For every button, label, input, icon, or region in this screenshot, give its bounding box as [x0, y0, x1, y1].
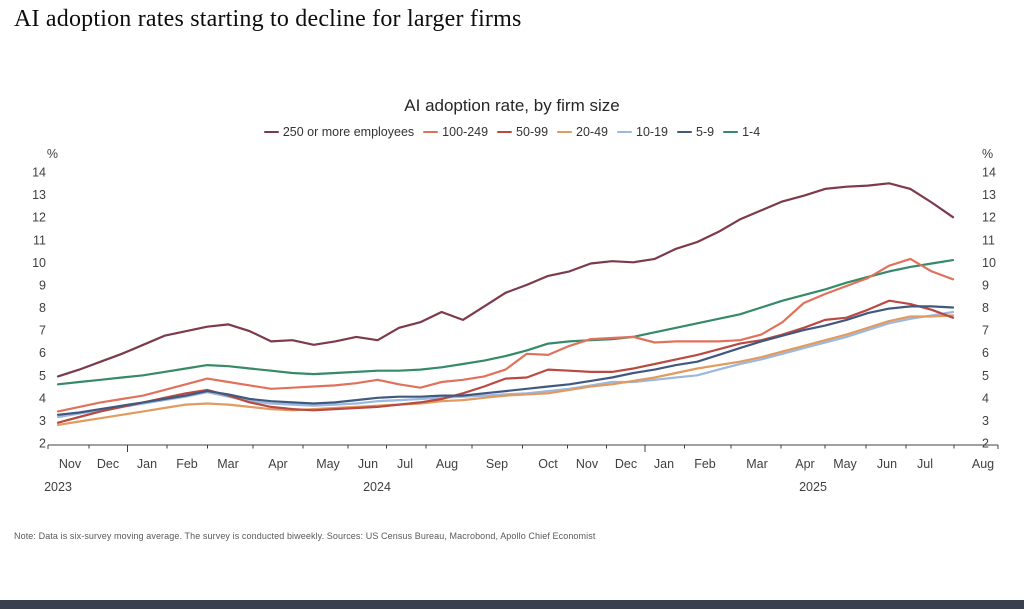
x-tick-label: Mar: [217, 457, 239, 471]
x-tick-label: Dec: [97, 457, 119, 471]
legend-swatch: [677, 130, 692, 134]
x-tick-label: Sep: [486, 457, 508, 471]
y-tick-label-right: 2: [982, 437, 989, 451]
x-tick-label: Jan: [137, 457, 157, 471]
legend-label: 20-49: [576, 125, 609, 139]
bottom-bar: [0, 600, 1024, 609]
y-tick-label-left: 2: [39, 437, 46, 451]
y-tick-label-right: 11: [982, 233, 995, 247]
x-tick-label: Jul: [397, 457, 413, 471]
legend-swatch: [263, 130, 279, 134]
year-label: 2024: [363, 480, 391, 494]
x-tick-label: Oct: [538, 457, 558, 471]
y-tick-label-left: 12: [32, 211, 46, 225]
y-tick-label-left: 5: [39, 369, 46, 383]
x-tick-label: May: [316, 457, 340, 471]
y-tick-label-right: 8: [982, 301, 989, 315]
legend-label: 1-4: [742, 125, 761, 139]
y-tick-label-right: 14: [982, 166, 996, 180]
series-line-50-99: [56, 299, 955, 424]
y-tick-label-left: 3: [39, 414, 46, 428]
y-tick-label-left: 13: [32, 188, 46, 202]
y-tick-label-left: 10: [32, 256, 46, 270]
series-line-250-or-more-employees: [56, 182, 955, 378]
y-tick-label-right: 10: [982, 256, 996, 270]
legend-swatch: [423, 130, 439, 134]
x-tick-label: Aug: [972, 457, 994, 471]
series-line-5-9: [56, 305, 955, 416]
y-tick-label-right: 4: [982, 391, 989, 405]
legend-item: 1-4: [723, 125, 760, 139]
y-tick-label-right: 7: [982, 324, 989, 338]
year-label: 2025: [799, 480, 827, 494]
y-tick-label-right: 13: [982, 188, 996, 202]
x-tick-label: Apr: [268, 457, 287, 471]
source-note: Note: Data is six-survey moving average.…: [14, 531, 596, 541]
series-line-100-249: [56, 257, 955, 413]
y-tick-label-left: 4: [39, 391, 46, 405]
x-tick-label: Jul: [917, 457, 933, 471]
y-tick-label-left: 7: [39, 324, 46, 338]
y-tick-label-left: 6: [39, 346, 46, 360]
legend-item: 10-19: [617, 125, 668, 139]
y-tick-label-right: 12: [982, 211, 996, 225]
legend-swatch: [617, 130, 633, 134]
x-tick-label: Aug: [436, 457, 458, 471]
legend-item: 50-99: [497, 125, 548, 139]
y-tick-label-left: 8: [39, 301, 46, 315]
y-tick-label-right: 6: [982, 346, 989, 360]
legend-label: 100-249: [442, 125, 489, 139]
y-axis-unit-left: %: [47, 147, 58, 161]
y-tick-label-left: 11: [33, 233, 46, 247]
y-tick-label-right: 3: [982, 414, 989, 428]
x-tick-label: Feb: [694, 457, 716, 471]
x-tick-label: Jun: [877, 457, 897, 471]
series-line-20-49: [56, 314, 955, 426]
legend-item: 5-9: [677, 125, 714, 139]
legend-swatch: [557, 130, 573, 134]
x-tick-label: Jun: [358, 457, 378, 471]
y-tick-label-left: 9: [39, 278, 46, 292]
x-tick-label: May: [833, 457, 857, 471]
x-tick-label: Jan: [654, 457, 674, 471]
series-line-1-4: [56, 259, 955, 386]
chart-legend: 250 or more employees 100-249 50-99 20-49 10…: [0, 125, 1024, 139]
legend-item: 20-49: [557, 125, 608, 139]
x-tick-label: Apr: [795, 457, 814, 471]
legend-item: 100-249: [423, 125, 488, 139]
y-tick-label-left: 14: [32, 166, 46, 180]
legend-label: 50-99: [516, 125, 549, 139]
legend-swatch: [723, 130, 739, 134]
y-axis-unit-right: %: [982, 147, 993, 161]
x-tick-label: Mar: [746, 457, 768, 471]
y-tick-label-right: 9: [982, 278, 989, 292]
chart-title: AI adoption rate, by firm size: [404, 96, 620, 115]
x-tick-label: Feb: [176, 457, 198, 471]
year-label: 2023: [44, 480, 72, 494]
legend-label: 5-9: [696, 125, 715, 139]
x-tick-label: Nov: [59, 457, 82, 471]
legend-label: 250 or more employees: [282, 125, 415, 139]
legend-label: 10-19: [636, 125, 668, 139]
y-tick-label-right: 5: [982, 369, 989, 383]
legend-swatch: [497, 130, 513, 134]
page-title: AI adoption rates starting to decline fo…: [14, 6, 522, 32]
legend-item: 250 or more employees: [263, 125, 415, 139]
x-tick-label: Nov: [576, 457, 599, 471]
x-tick-label: Dec: [615, 457, 637, 471]
